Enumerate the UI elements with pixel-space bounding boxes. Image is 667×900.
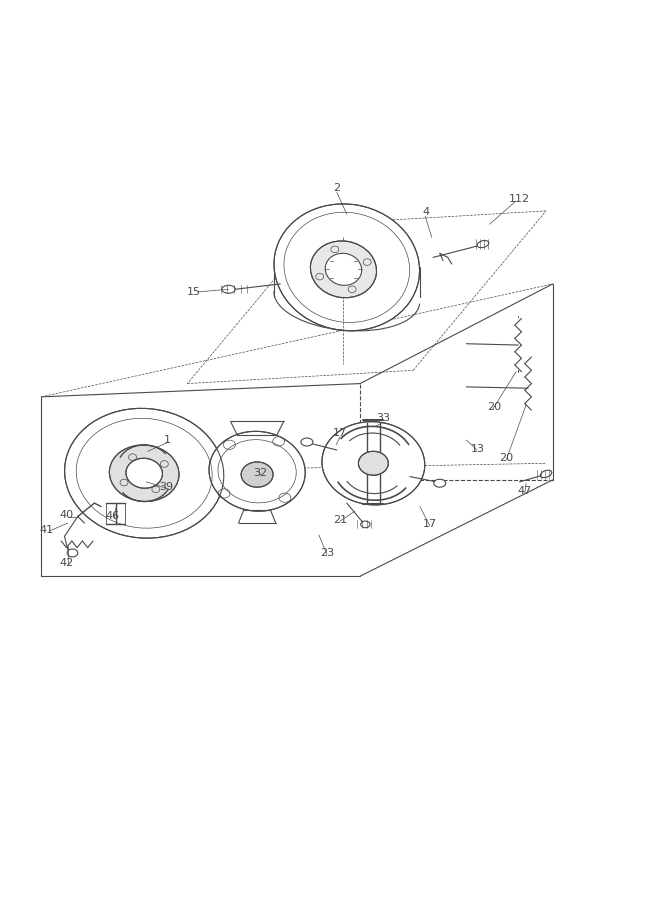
Text: 21: 21	[333, 515, 348, 525]
Ellipse shape	[477, 240, 489, 248]
Ellipse shape	[358, 451, 388, 475]
Text: 40: 40	[59, 510, 73, 520]
Text: 20: 20	[487, 401, 502, 412]
Ellipse shape	[310, 241, 377, 298]
Text: 4: 4	[423, 207, 430, 217]
Text: 46: 46	[106, 511, 120, 521]
Text: 47: 47	[518, 486, 532, 496]
Ellipse shape	[361, 521, 370, 527]
Ellipse shape	[434, 479, 446, 487]
Text: 112: 112	[509, 194, 530, 204]
Ellipse shape	[67, 549, 78, 557]
Ellipse shape	[301, 438, 313, 446]
Text: 32: 32	[253, 468, 267, 478]
Ellipse shape	[65, 409, 224, 538]
Text: 17: 17	[333, 428, 348, 438]
Text: 23: 23	[319, 548, 334, 558]
Ellipse shape	[322, 422, 425, 505]
Text: 41: 41	[39, 525, 53, 535]
Text: 13: 13	[472, 444, 486, 454]
Ellipse shape	[222, 285, 235, 293]
Text: 39: 39	[159, 482, 173, 491]
Text: 17: 17	[423, 519, 437, 529]
Text: 15: 15	[187, 287, 201, 297]
Text: 33: 33	[376, 413, 390, 423]
Ellipse shape	[325, 253, 362, 285]
Ellipse shape	[126, 458, 163, 488]
Ellipse shape	[274, 204, 420, 331]
Ellipse shape	[209, 431, 305, 511]
Ellipse shape	[241, 462, 273, 487]
Text: 20: 20	[499, 453, 514, 463]
Text: 42: 42	[59, 558, 73, 568]
Text: 2: 2	[334, 183, 340, 193]
Text: 1: 1	[164, 435, 171, 445]
Ellipse shape	[109, 445, 179, 501]
Ellipse shape	[540, 470, 552, 478]
